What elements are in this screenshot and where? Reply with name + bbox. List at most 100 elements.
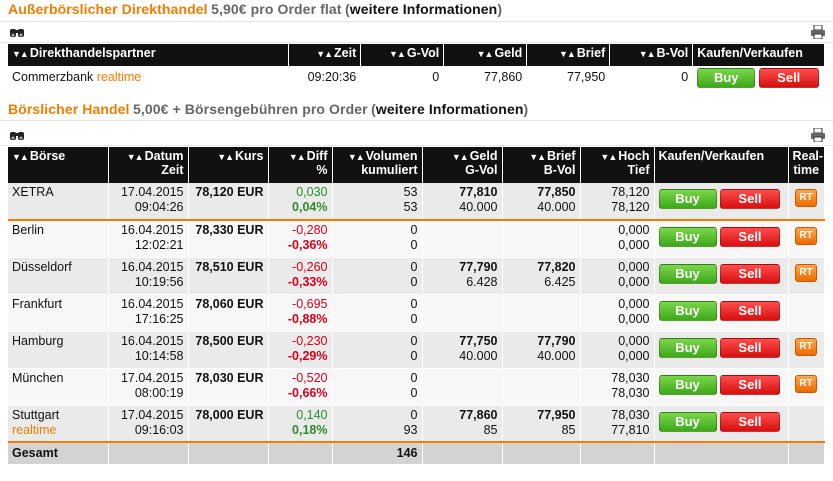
sell-button[interactable]: Sell [719, 263, 780, 284]
exchange-info-link[interactable]: weitere Informationen [375, 101, 524, 117]
sell-button[interactable]: Sell [719, 227, 780, 247]
kurs: 78,000 EUR [188, 405, 269, 443]
geld-vol: 6.428 [466, 274, 498, 289]
col-hoch-tief[interactable]: ▼▲ Hoch Tief [580, 147, 655, 183]
date: 17.04.2015 [120, 407, 184, 422]
date: 17.04.2015 [120, 185, 184, 199]
tief: 0,000 [618, 274, 650, 289]
col-zeit[interactable]: ▼▲ Zeit [288, 44, 362, 66]
exchange-name[interactable]: XETRA [12, 185, 54, 199]
volume: 0 [410, 407, 418, 422]
col-diff[interactable]: ▼▲ Diff% [268, 147, 333, 183]
kurs: 78,500 EUR [188, 331, 269, 369]
volume-cumulative: 0 [410, 238, 418, 252]
sell-button[interactable]: Sell [719, 300, 780, 321]
kurs: 78,030 EUR [188, 368, 269, 406]
hoch: 0,000 [618, 223, 650, 237]
col-geld[interactable]: ▼▲ Geld [443, 44, 528, 66]
geld-vol: 40.000 [459, 200, 498, 214]
brief: 77,820 [537, 259, 576, 274]
table-row: Hamburg 16.04.2015 10:14:58 78,500 EUR -0,23… [8, 331, 825, 369]
otc-bvol: 0 [609, 66, 694, 91]
otc-zeit: 09:20:36 [288, 66, 362, 91]
date: 16.04.2015 [120, 333, 184, 348]
time: 17:16:25 [134, 311, 184, 326]
col-geld-gvol[interactable]: ▼▲ Geld G-Vol [422, 147, 503, 183]
exchange-price: 5,00€ + Börsengebühren pro Order [133, 101, 368, 117]
volume-cumulative: 0 [410, 274, 418, 289]
realtime-button[interactable]: RT [795, 337, 817, 356]
exchange-name[interactable]: Berlin [12, 223, 44, 237]
tief: 0,000 [618, 238, 650, 252]
diff-percent: -0,29% [287, 348, 328, 363]
buy-button[interactable]: Buy [697, 68, 756, 88]
diff: -0,230 [292, 333, 328, 348]
diff: -0,280 [292, 223, 328, 237]
brief: 77,950 [537, 407, 576, 422]
otc-table: ▼▲ Direkthandelspartner ▼▲ Zeit ▼▲ G-Vol ▼▲… [8, 44, 824, 91]
date: 16.04.2015 [120, 296, 184, 311]
otc-info-link[interactable]: weitere Informationen [349, 1, 498, 17]
realtime-button[interactable]: RT [795, 374, 817, 393]
table-row: Berlin 16.04.2015 12:02:21 78,330 EUR -0,280… [8, 220, 825, 258]
exchange-toolbar [0, 121, 833, 146]
diff-percent: -0,88% [287, 311, 328, 326]
col-partner[interactable]: ▼▲ Direkthandelspartner [8, 44, 289, 66]
buy-button[interactable]: Buy [658, 374, 717, 395]
volume: 0 [410, 370, 418, 385]
col-kaufen: Kaufen/Verkaufen [654, 147, 789, 183]
sell-button[interactable]: Sell [719, 411, 780, 432]
exchange-name[interactable]: Frankfurt [12, 296, 63, 311]
binoculars-icon[interactable] [9, 25, 25, 39]
col-gvol[interactable]: ▼▲ G-Vol [360, 44, 445, 66]
realtime-button[interactable]: RT [795, 189, 817, 207]
col-kurs[interactable]: ▼▲ Kurs [188, 147, 269, 183]
buy-button[interactable]: Buy [658, 337, 717, 358]
diff: 0,140 [296, 407, 328, 422]
buy-button[interactable]: Buy [658, 227, 717, 247]
buy-button[interactable]: Buy [658, 189, 717, 209]
sell-button[interactable]: Sell [719, 374, 780, 395]
brief-vol: 6.425 [544, 274, 576, 289]
col-brief-bvol[interactable]: ▼▲ Brief B-Vol [502, 147, 581, 183]
diff-percent: 0,18% [292, 422, 328, 437]
time: 09:04:26 [134, 200, 184, 214]
buy-button[interactable]: Buy [658, 300, 717, 321]
realtime-button[interactable]: RT [795, 227, 817, 245]
otc-gvol: 0 [360, 66, 445, 91]
otc-toolbar [0, 22, 833, 43]
diff: -0,695 [292, 296, 328, 311]
sell-button[interactable]: Sell [758, 68, 819, 88]
kurs: 78,330 EUR [188, 220, 269, 258]
sell-button[interactable]: Sell [719, 189, 780, 209]
kurs: 78,510 EUR [188, 257, 269, 295]
col-volumen[interactable]: ▼▲ Volumen kumuliert [332, 147, 423, 183]
exchange-name[interactable]: Hamburg [12, 333, 64, 348]
buy-button[interactable]: Buy [658, 411, 717, 432]
diff-percent: -0,36% [287, 238, 328, 252]
total-row: Gesamt 146 [8, 441, 825, 465]
col-bvol[interactable]: ▼▲ B-Vol [609, 44, 694, 66]
col-brief[interactable]: ▼▲ Brief [526, 44, 611, 66]
realtime-button[interactable]: RT [795, 263, 817, 282]
col-datum-zeit[interactable]: ▼▲ Datum Zeit [108, 147, 189, 183]
buy-button[interactable]: Buy [658, 263, 717, 284]
exchange-name[interactable]: Düsseldorf [12, 259, 72, 274]
volume-cumulative: 0 [410, 348, 418, 363]
volume-cumulative: 93 [403, 422, 418, 437]
brief: 77,790 [537, 333, 576, 348]
binoculars-icon[interactable] [9, 128, 25, 142]
time: 08:00:19 [134, 385, 184, 400]
partner-tag: realtime [96, 70, 142, 84]
hoch: 78,030 [611, 407, 650, 422]
volume: 0 [410, 333, 418, 348]
exchange-name[interactable]: München [12, 370, 64, 385]
geld-vol: 85 [483, 422, 498, 437]
sell-button[interactable]: Sell [719, 337, 780, 358]
print-icon[interactable] [810, 25, 826, 39]
exchange-name[interactable]: Stuttgart [12, 407, 60, 422]
tief: 77,810 [611, 422, 650, 437]
col-boerse[interactable]: ▼▲ Börse [8, 147, 109, 183]
print-icon[interactable] [810, 128, 826, 142]
otc-brief: 77,950 [526, 66, 611, 91]
